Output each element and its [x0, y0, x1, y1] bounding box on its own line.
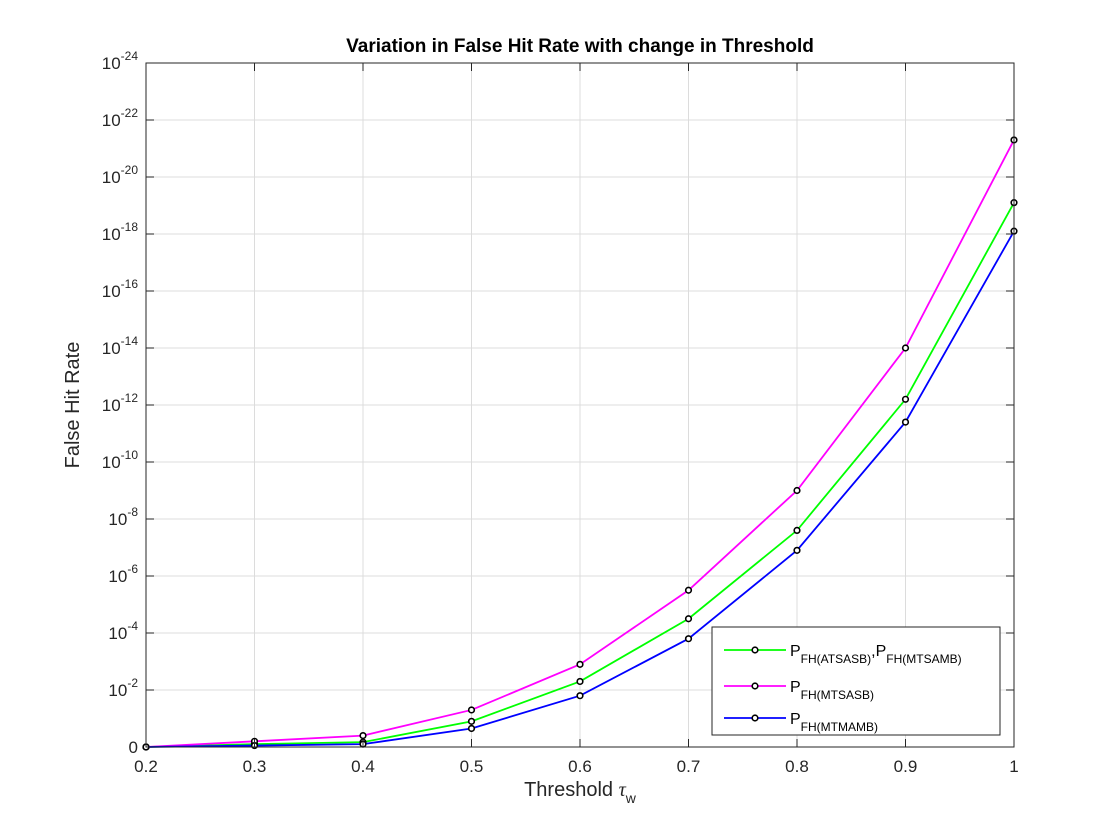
series-layer [142, 136, 1018, 751]
y-tick-exponent: -8 [127, 505, 138, 519]
legend-swatch-marker [751, 682, 759, 690]
y-tick-label: 10-16 [102, 277, 139, 301]
y-tick-label: 10-10 [102, 448, 139, 472]
x-axis-title-subscript: w [625, 790, 637, 806]
y-tick-label: 10-20 [102, 163, 139, 187]
y-tick-exponent: -6 [127, 562, 138, 576]
data-point [901, 344, 910, 352]
y-tick-base: 10 [102, 225, 121, 244]
data-point [467, 717, 476, 725]
x-tick-label: 0.7 [677, 757, 701, 776]
x-axis-title: Threshold τw [524, 779, 637, 806]
legend-label: PFH(MTSASB) [790, 679, 874, 702]
legend-label-subscript: FH(MTSASB) [801, 688, 874, 702]
data-point [467, 706, 476, 714]
data-point [576, 660, 584, 668]
y-tick-exponent: -18 [121, 220, 139, 234]
y-tick-exponent: -24 [121, 49, 139, 63]
data-point [467, 724, 476, 733]
y-tick-base: 10 [102, 282, 121, 301]
data-point [684, 586, 693, 594]
y-tick-base: 10 [102, 168, 121, 187]
legend-label: PFH(MTMAMB) [790, 711, 878, 734]
legend-label-subscript: FH(MTSAMB) [886, 652, 961, 666]
y-axis-ticks: 010-210-410-610-810-1010-1210-1410-1610-… [102, 49, 1014, 757]
y-tick-base: 10 [108, 681, 127, 700]
y-tick-label: 10-2 [108, 676, 138, 700]
x-axis-title-main: Threshold [524, 779, 619, 801]
y-tick-exponent: -20 [121, 163, 139, 177]
x-tick-label: 0.3 [243, 757, 267, 776]
y-tick-base: 10 [108, 624, 127, 643]
y-tick-base: 10 [102, 111, 121, 130]
data-point [359, 731, 367, 740]
x-tick-label: 0.4 [351, 757, 375, 776]
y-tick-exponent: -2 [127, 676, 138, 690]
y-tick-base: 10 [108, 510, 127, 529]
y-tick-label: 10-24 [102, 49, 139, 73]
y-tick-label: 10-22 [102, 106, 139, 130]
legend-label-subscript: FH(ATSASB) [801, 652, 871, 666]
y-tick-exponent: -12 [121, 391, 139, 405]
y-tick-base: 10 [102, 339, 121, 358]
legend-label-base: ,P [871, 643, 886, 660]
y-tick-base: 10 [108, 567, 127, 586]
y-tick-label: 10-18 [102, 220, 139, 244]
y-tick-base: 10 [102, 54, 121, 73]
y-tick-label: 10-4 [108, 619, 138, 643]
data-point [901, 418, 910, 426]
x-tick-label: 0.5 [460, 757, 484, 776]
x-tick-label: 1 [1009, 757, 1018, 776]
y-tick-label: 10-12 [102, 391, 139, 415]
x-tick-label: 0.6 [568, 757, 592, 776]
legend-label-base: P [790, 679, 801, 696]
y-tick-base: 10 [102, 396, 121, 415]
x-tick-label: 0.9 [894, 757, 918, 776]
y-tick-label: 10-8 [108, 505, 138, 529]
x-tick-label: 0.8 [785, 757, 809, 776]
legend: PFH(ATSASB),PFH(MTSAMB)PFH(MTSASB)PFH(MT… [711, 626, 1001, 736]
data-point [576, 677, 584, 686]
data-point [901, 395, 910, 403]
data-point [793, 486, 801, 495]
data-point [684, 615, 693, 623]
chart-title: Variation in False Hit Rate with change … [346, 36, 814, 57]
y-tick-label: 10-14 [102, 334, 139, 358]
y-tick-label: 10-6 [108, 562, 138, 586]
y-tick-exponent: -22 [121, 106, 139, 120]
y-tick-label: 0 [129, 738, 138, 757]
y-axis-title: False Hit Rate [62, 342, 84, 469]
x-axis-ticks: 0.2 0.3 0.4 0.5 0.6 0.7 0.8 0.9 1 [134, 63, 1019, 776]
legend-entry: PFH(MTMAMB) [724, 711, 878, 734]
legend-entry: PFH(ATSASB),PFH(MTSAMB) [724, 643, 962, 666]
legend-swatch-marker [751, 714, 759, 722]
y-tick-exponent: -4 [127, 619, 138, 633]
x-axis-title-symbol: τ [619, 779, 627, 801]
legend-label-base: P [790, 643, 801, 660]
legend-label-base: P [790, 711, 801, 728]
data-point [793, 546, 801, 554]
data-point [576, 692, 584, 700]
data-point [684, 635, 693, 643]
data-point [793, 526, 801, 535]
y-tick-base: 10 [102, 453, 121, 472]
y-tick-exponent: -16 [121, 277, 139, 291]
x-tick-label: 0.2 [134, 757, 158, 776]
legend-label-subscript: FH(MTMAMB) [801, 720, 878, 734]
legend-swatch-marker [751, 646, 759, 654]
legend-box [711, 626, 1001, 736]
legend-label: PFH(ATSASB),PFH(MTSAMB) [790, 643, 962, 666]
y-tick-exponent: -14 [121, 334, 139, 348]
legend-entry: PFH(MTSASB) [724, 679, 874, 702]
y-tick-exponent: -10 [121, 448, 139, 462]
